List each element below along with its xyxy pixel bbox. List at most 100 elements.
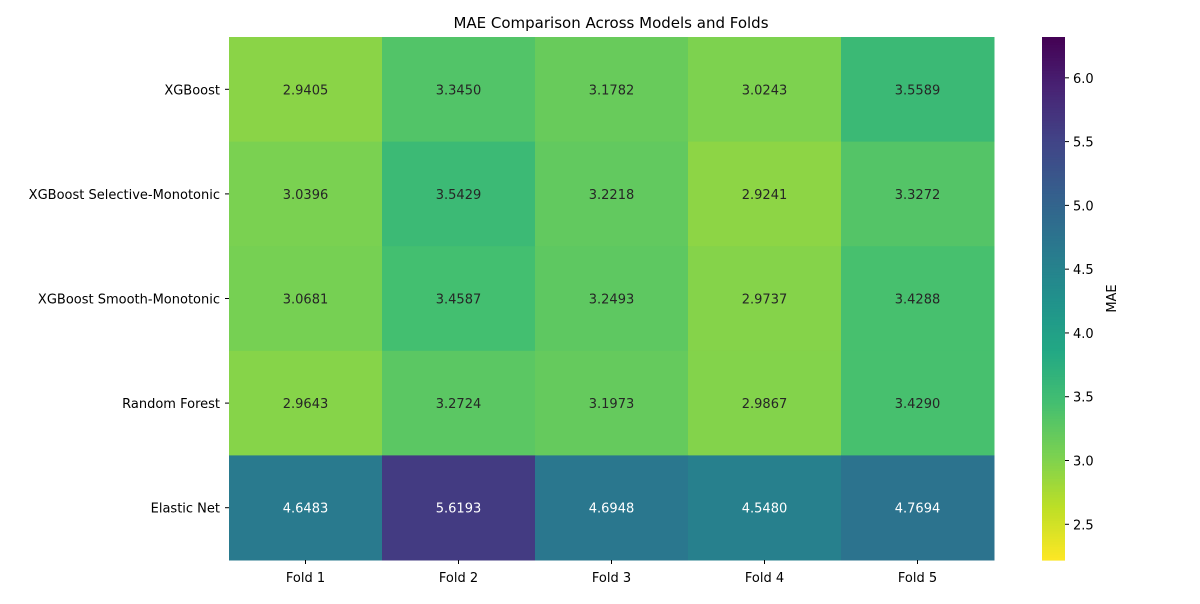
colorbar-slice [1042, 206, 1065, 211]
colorbar-slice [1042, 172, 1065, 177]
colorbar-slice [1042, 303, 1065, 307]
colorbar-slice [1042, 193, 1065, 198]
heatmap-cell [535, 350, 689, 456]
colorbar-slice [1042, 327, 1065, 331]
heatmap-cell-label: 4.6948 [589, 502, 635, 517]
heatmap-cell-label: 3.1782 [589, 83, 635, 98]
colorbar-tick-label: 3.0 [1073, 455, 1094, 470]
colorbar-slice [1042, 235, 1065, 239]
colorbar-slice [1042, 301, 1065, 305]
colorbar-slice [1042, 447, 1065, 451]
colorbar-slice [1042, 410, 1065, 415]
heatmap-cell-label: 5.6193 [436, 502, 482, 517]
y-axis: XGBoost XGBoost Selective-Monotonic XGBoos… [29, 83, 229, 517]
heatmap-cell [382, 141, 536, 247]
colorbar-slice [1042, 264, 1065, 268]
colorbar-slice [1042, 282, 1065, 287]
colorbar-slice [1042, 86, 1065, 90]
heatmap-cell [229, 246, 383, 352]
colorbar-slice [1042, 125, 1065, 130]
heatmap-cell [229, 37, 383, 143]
colorbar-slice [1042, 44, 1065, 49]
colorbar-slice [1042, 520, 1065, 524]
colorbar-slice [1042, 240, 1065, 245]
x-axis: Fold 1 Fold 2 Fold 3 Fold 4 Fold 5 [286, 560, 937, 586]
heatmap-cell [382, 455, 536, 561]
colorbar-slice [1042, 387, 1065, 391]
colorbar-slice [1042, 335, 1065, 339]
colorbar-slice [1042, 450, 1065, 454]
colorbar-slice [1042, 261, 1065, 266]
colorbar-slice [1042, 353, 1065, 357]
heatmap-cell-label: 3.4587 [436, 293, 482, 308]
colorbar-slice [1042, 539, 1065, 543]
colorbar-slice [1042, 400, 1065, 404]
colorbar-slice [1042, 149, 1065, 153]
colorbar-slice [1042, 290, 1065, 294]
colorbar-slice [1042, 557, 1065, 561]
colorbar-slice [1042, 217, 1065, 221]
colorbar-slice [1042, 70, 1065, 75]
colorbar-slice [1042, 356, 1065, 360]
colorbar-slice [1042, 225, 1065, 229]
heatmap-cell-label: 3.5589 [895, 83, 941, 98]
heatmap-cell-label: 3.1973 [589, 397, 635, 412]
x-tick-label: Fold 5 [898, 571, 937, 586]
colorbar-slice [1042, 314, 1065, 318]
colorbar-slice [1042, 484, 1065, 488]
colorbar-tick-label: 5.0 [1073, 199, 1094, 214]
colorbar-slice [1042, 178, 1065, 182]
heatmap-cell [382, 37, 536, 143]
colorbar-slice [1042, 437, 1065, 441]
colorbar-slice [1042, 128, 1065, 132]
colorbar-slice [1042, 136, 1065, 140]
colorbar-slice [1042, 293, 1065, 297]
heatmap-cell [688, 37, 842, 143]
colorbar-slice [1042, 502, 1065, 506]
colorbar-slice [1042, 68, 1065, 72]
colorbar-slice [1042, 141, 1065, 145]
colorbar-slice [1042, 227, 1065, 232]
colorbar-slice [1042, 418, 1065, 423]
colorbar-slice [1042, 188, 1065, 192]
colorbar-slice [1042, 50, 1065, 54]
colorbar-slice [1042, 497, 1065, 501]
colorbar-slice [1042, 452, 1065, 456]
colorbar-slice [1042, 288, 1065, 292]
colorbar-slice [1042, 277, 1065, 281]
colorbar-slice [1042, 131, 1065, 135]
colorbar-slice [1042, 52, 1065, 56]
colorbar-slice [1042, 73, 1065, 77]
colorbar-slice [1042, 259, 1065, 263]
colorbar-slice [1042, 332, 1065, 336]
colorbar-slice [1042, 146, 1065, 151]
colorbar-slice [1042, 110, 1065, 114]
colorbar-slice [1042, 152, 1065, 156]
colorbar-slice [1042, 541, 1065, 545]
colorbar-slice [1042, 533, 1065, 538]
colorbar-slice [1042, 76, 1065, 80]
y-tick-label: Elastic Net [151, 502, 220, 517]
heatmap-cell-label: 4.6483 [283, 502, 329, 517]
colorbar-slice [1042, 531, 1065, 535]
colorbar-tick-label: 2.5 [1073, 518, 1094, 533]
colorbar-slice [1042, 397, 1065, 402]
colorbar-slice [1042, 499, 1065, 504]
colorbar-slice [1042, 256, 1065, 260]
colorbar-slice [1042, 392, 1065, 396]
colorbar-slice [1042, 374, 1065, 378]
colorbar-slice [1042, 444, 1065, 449]
colorbar-slice [1042, 39, 1065, 43]
colorbar-slice [1042, 471, 1065, 475]
colorbar-slice [1042, 123, 1065, 127]
heatmap-cell [841, 37, 995, 143]
x-tick-label: Fold 2 [439, 571, 478, 586]
y-tick-label: XGBoost Smooth-Monotonic [38, 293, 220, 308]
heatmap-cell [535, 141, 689, 247]
heatmap-cell [382, 350, 536, 456]
chart-title: MAE Comparison Across Models and Folds [453, 14, 768, 32]
colorbar-slice [1042, 408, 1065, 412]
colorbar-slice [1042, 267, 1065, 271]
heatmap-cell-label: 2.9405 [283, 83, 329, 98]
